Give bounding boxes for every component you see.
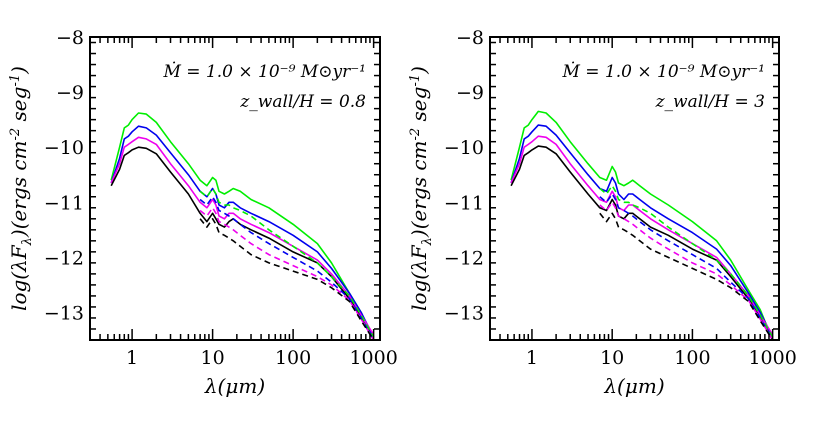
x-tick-label: 100 [275, 347, 311, 369]
chart-panel-1: 1 10 100 1000 −8 −9 −10 −11 −12 −13 λ(μm) log(λFλ)(… [7, 27, 398, 398]
y-tick-label: −13 [44, 302, 84, 324]
series-line-1 [110, 112, 375, 340]
x-tick-label: 1 [526, 347, 538, 369]
y-tick-label: −10 [44, 137, 84, 159]
x-tick-label: 1000 [748, 347, 796, 369]
x-tick-label: 1 [126, 347, 138, 369]
series-line-2 [110, 125, 375, 338]
series-line-6 [199, 196, 375, 340]
y-tick-label: −13 [444, 302, 484, 324]
series-line-4 [110, 146, 375, 340]
y-axis-label: log(λFλ)(ergs cm-2 seg-1) [407, 66, 435, 311]
y-tick-label: −8 [456, 27, 484, 49]
y-tick-label: −12 [444, 247, 484, 269]
annotation-2: z_wall/H = 3 [655, 92, 765, 112]
series-group [510, 110, 774, 340]
series-line-7 [599, 201, 774, 340]
y-tick-label: −12 [44, 247, 84, 269]
annotation-1: Ṁ = 1.0 × 10⁻⁹ M⊙yr⁻¹ [162, 61, 366, 82]
annotation-1: Ṁ = 1.0 × 10⁻⁹ M⊙yr⁻¹ [561, 61, 765, 82]
series-group [110, 112, 375, 340]
series-line-3 [110, 136, 375, 335]
series-line-1 [510, 110, 774, 340]
series-line-4 [510, 145, 774, 340]
x-axis-label: λ(μm) [204, 374, 265, 398]
series-line-7 [199, 207, 375, 340]
y-tick-label: −9 [456, 82, 484, 104]
y-tick-label: −9 [56, 82, 84, 104]
plot-frame [89, 36, 381, 341]
series-line-8 [599, 212, 774, 340]
x-tick-label: 10 [201, 347, 225, 369]
y-axis-label: log(λFλ)(ergs cm-2 seg-1) [7, 66, 35, 311]
x-tick-label: 10 [600, 347, 624, 369]
x-tick-label: 1000 [349, 347, 397, 369]
y-tick-label: −11 [44, 192, 84, 214]
chart-panel-2: 1 10 100 1000 −8 −9 −10 −11 −12 −13 λ(μm) log(λFλ)(… [407, 27, 797, 398]
series-line-3 [510, 135, 774, 335]
y-tick-label: −11 [444, 192, 484, 214]
series-line-6 [599, 193, 774, 340]
series-line-2 [510, 124, 774, 338]
x-tick-label: 100 [674, 347, 710, 369]
y-tick-label: −8 [56, 27, 84, 49]
y-tick-label: −10 [444, 137, 484, 159]
series-line-5 [199, 187, 375, 338]
series-line-8 [199, 218, 375, 340]
plot-frame [489, 36, 780, 341]
series-line-5 [599, 184, 774, 338]
annotation-2: z_wall/H = 0.8 [239, 92, 366, 112]
x-axis-label: λ(μm) [603, 374, 664, 398]
